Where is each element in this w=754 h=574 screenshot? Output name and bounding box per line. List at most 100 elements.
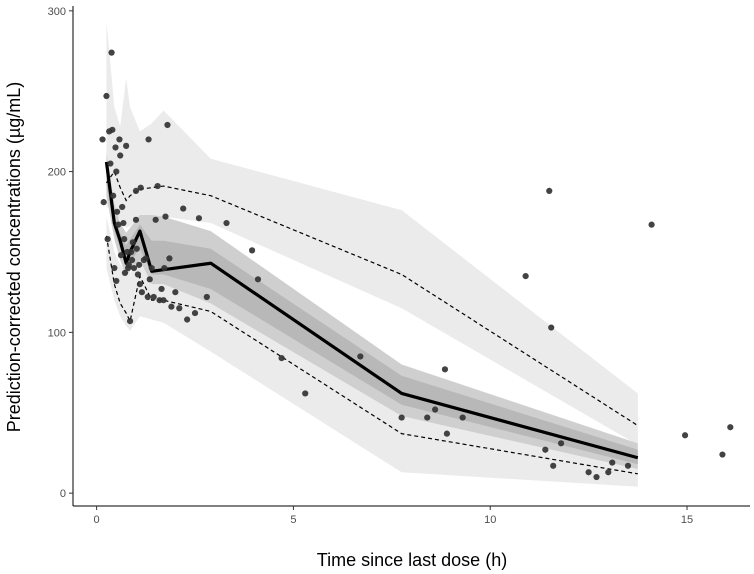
y-axis-title: Prediction-corrected concentrations (µg/… <box>4 82 24 433</box>
data-point <box>145 136 152 143</box>
data-point <box>191 309 199 317</box>
y-tick-label: 300 <box>48 6 66 18</box>
observed-points <box>99 49 734 481</box>
data-point <box>125 261 132 268</box>
data-point <box>254 276 262 283</box>
axes: 0 100 200 300 0 5 10 15 <box>48 6 750 526</box>
x-axis-title: Time since last dose (h) <box>317 550 507 570</box>
data-point <box>115 221 122 228</box>
data-point <box>727 424 734 431</box>
data-point <box>195 215 203 222</box>
y-tick-label: 0 <box>60 488 66 500</box>
data-point <box>459 414 466 421</box>
lower-percentile-band <box>106 216 638 487</box>
data-point <box>113 168 120 175</box>
data-point <box>117 152 124 159</box>
data-point <box>166 255 173 262</box>
data-point <box>109 126 116 133</box>
data-point <box>161 264 168 272</box>
data-point <box>550 462 557 469</box>
data-point <box>648 221 655 228</box>
data-point <box>398 414 405 421</box>
data-point <box>522 272 529 280</box>
data-point <box>110 192 117 199</box>
data-point <box>154 182 161 190</box>
data-point <box>121 236 128 243</box>
data-point <box>144 293 151 301</box>
data-point <box>624 462 632 469</box>
data-point <box>164 121 171 129</box>
y-tick-label: 200 <box>48 167 66 179</box>
data-point <box>138 289 145 296</box>
data-point <box>119 203 126 211</box>
data-point <box>719 451 726 458</box>
data-point <box>585 469 592 476</box>
data-point <box>160 297 167 304</box>
data-point <box>130 264 138 272</box>
data-point <box>441 366 449 373</box>
data-point <box>120 219 127 227</box>
data-point <box>121 269 129 276</box>
data-point <box>278 354 285 362</box>
data-point <box>548 324 555 331</box>
data-point <box>557 440 565 447</box>
data-point <box>116 136 123 143</box>
data-point <box>146 276 153 283</box>
data-point <box>172 289 179 296</box>
data-point <box>100 199 107 206</box>
data-point <box>542 446 549 453</box>
data-point <box>108 49 115 56</box>
data-point <box>302 390 309 397</box>
median-line <box>104 161 639 460</box>
prediction-interval-bands <box>106 20 638 487</box>
data-point <box>142 255 149 262</box>
data-point <box>134 271 142 278</box>
data-point <box>180 205 187 212</box>
data-point <box>184 316 191 323</box>
data-point <box>117 252 125 259</box>
data-point <box>593 473 600 481</box>
data-point <box>605 469 612 476</box>
data-point <box>137 184 144 191</box>
data-point <box>132 216 140 223</box>
data-point <box>681 432 689 439</box>
data-point <box>609 459 616 466</box>
data-point <box>162 213 169 220</box>
data-point <box>443 430 451 437</box>
data-point <box>129 239 136 246</box>
x-tick-label: 15 <box>681 514 693 526</box>
x-tick-label: 10 <box>484 514 496 526</box>
upper-percentile-band <box>106 20 638 445</box>
data-point <box>176 305 183 312</box>
x-tick-label: 0 <box>94 514 100 526</box>
data-point <box>99 136 106 143</box>
data-point <box>432 406 439 413</box>
data-point <box>107 160 114 167</box>
data-point <box>223 219 230 227</box>
data-point <box>128 256 136 264</box>
data-point <box>104 236 111 243</box>
data-point <box>132 187 140 194</box>
median-band-inner <box>106 165 638 465</box>
data-point <box>103 92 110 100</box>
data-point <box>128 248 135 256</box>
data-point <box>357 353 364 360</box>
data-point <box>546 187 553 194</box>
y-tick-label: 100 <box>48 327 66 339</box>
data-point <box>148 264 155 272</box>
data-point <box>424 414 431 421</box>
data-point <box>113 208 121 215</box>
data-point <box>136 261 143 268</box>
data-point <box>152 216 159 223</box>
data-point <box>126 318 134 325</box>
data-point <box>112 144 119 151</box>
data-point <box>123 142 130 149</box>
data-point <box>168 303 175 310</box>
data-point <box>150 293 157 301</box>
data-point <box>113 277 120 285</box>
p95-line <box>105 170 639 427</box>
data-point <box>111 264 118 272</box>
data-point <box>158 285 165 293</box>
data-point <box>133 245 140 252</box>
